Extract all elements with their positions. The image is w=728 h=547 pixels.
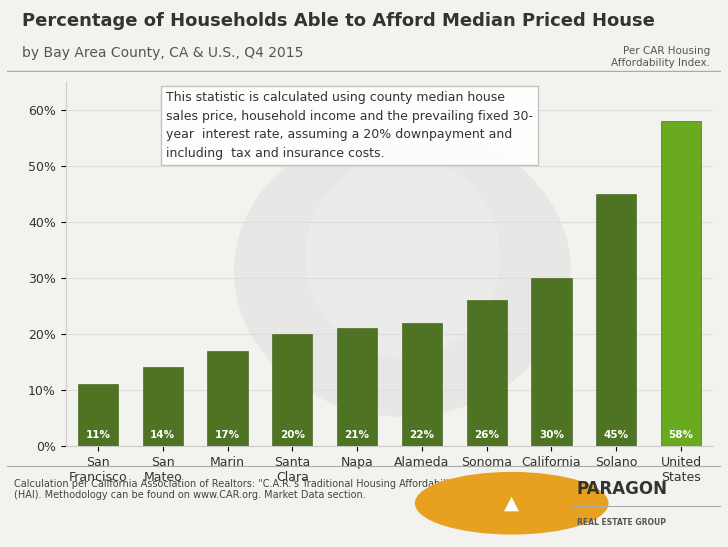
Ellipse shape [305, 156, 499, 357]
Text: 14%: 14% [150, 430, 175, 440]
Text: 22%: 22% [409, 430, 435, 440]
Text: 58%: 58% [668, 430, 694, 440]
Bar [467, 300, 507, 446]
Text: Percentage of Households Able to Afford Median Priced House: Percentage of Households Able to Afford … [22, 12, 654, 30]
Text: 21%: 21% [344, 430, 370, 440]
Bar [337, 328, 377, 446]
Text: ▲: ▲ [505, 494, 519, 513]
Text: 17%: 17% [215, 430, 240, 440]
Bar [207, 351, 248, 446]
Ellipse shape [234, 126, 571, 417]
Text: by Bay Area County, CA & U.S., Q4 2015: by Bay Area County, CA & U.S., Q4 2015 [22, 46, 303, 60]
Bar [78, 384, 118, 446]
Bar [272, 334, 312, 446]
Text: REAL ESTATE GROUP: REAL ESTATE GROUP [577, 518, 665, 527]
Text: Calculation per California Association of Realtors: "C.A.R.'s Traditional Housin: Calculation per California Association o… [15, 479, 488, 501]
Text: PARAGON: PARAGON [577, 480, 668, 498]
Circle shape [416, 473, 608, 534]
Text: This statistic is calculated using county median house
sales price, household in: This statistic is calculated using count… [166, 91, 533, 160]
Text: 20%: 20% [280, 430, 305, 440]
Bar [661, 121, 701, 446]
Bar [402, 323, 442, 446]
Bar [596, 194, 636, 446]
Bar [143, 368, 183, 446]
Text: 26%: 26% [474, 430, 499, 440]
Text: Per CAR Housing
Affordability Index.: Per CAR Housing Affordability Index. [611, 46, 710, 68]
Text: 30%: 30% [539, 430, 564, 440]
Text: 11%: 11% [85, 430, 111, 440]
Bar [531, 278, 571, 446]
Text: 45%: 45% [604, 430, 629, 440]
